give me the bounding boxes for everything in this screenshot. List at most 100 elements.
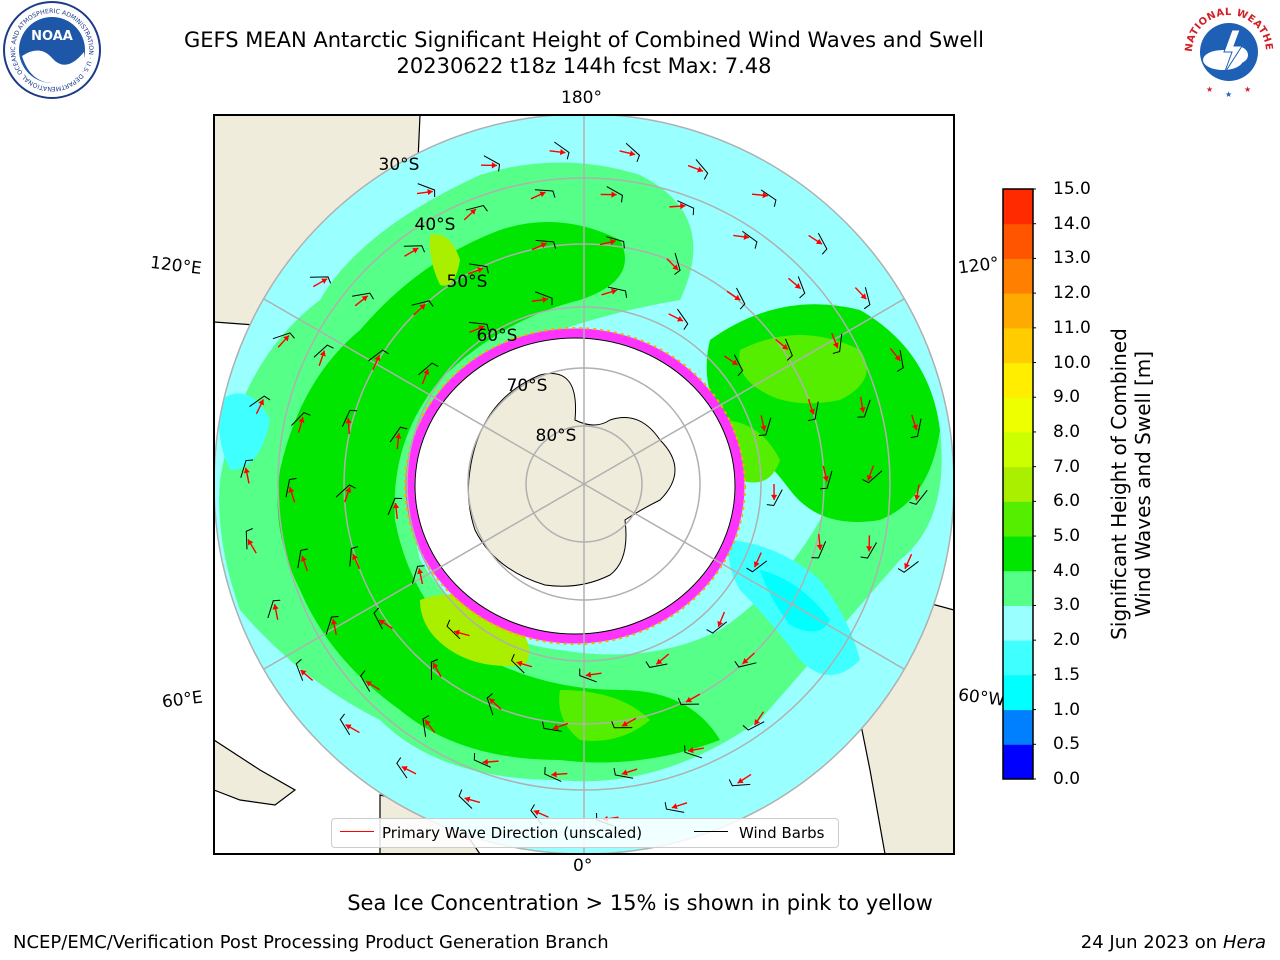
wave-arrow-head: [432, 662, 439, 669]
credit-text: NCEP/EMC/Verification Post Processing Pr…: [13, 932, 609, 953]
wind-barb: [373, 607, 383, 630]
wind-barb: [349, 546, 359, 567]
wind-barb: [742, 721, 765, 731]
wave-arrow-head: [283, 335, 290, 342]
wind-barb: [684, 745, 703, 759]
wind-barb: [422, 715, 430, 737]
wind-barb: [607, 286, 628, 298]
wave-arrow-head: [753, 561, 760, 568]
wind-barb: [430, 658, 439, 681]
wind-barb: [695, 159, 709, 180]
wind-barb: [458, 789, 473, 809]
wave-arrow-head: [621, 769, 628, 776]
wind-barb: [611, 721, 633, 729]
wind-barb: [468, 263, 489, 274]
wave-arrow-head: [656, 658, 663, 665]
colorbar-tick-label: 0.5: [1053, 734, 1081, 755]
colorbar-label-text: Significant Height of Combined Wind Waves…: [1107, 328, 1155, 640]
wave-arrow-head: [815, 238, 822, 245]
wave-arrow-head: [677, 315, 684, 322]
wave-arrow-head: [395, 433, 402, 439]
legend-barb-line: [694, 831, 728, 832]
wind-barb: [579, 668, 597, 683]
wind-barb: [534, 291, 553, 306]
wind-barb: [664, 802, 685, 813]
wave-arrow-head: [401, 766, 408, 772]
wind-barb: [857, 399, 871, 418]
run-date: 24 Jun 2023 on Hera: [1081, 932, 1266, 953]
wave-arrow-head: [298, 417, 305, 423]
wind-barb: [272, 332, 295, 340]
wave-arrow-head: [737, 777, 744, 784]
map-subtitle: 20230622 t18z 144h fcst Max: 7.48: [396, 54, 772, 78]
wave-arrow-head: [300, 555, 307, 562]
colorbar-tick-label: 14.0: [1053, 213, 1091, 234]
colorbar-segment: [1003, 501, 1033, 537]
lat-label-60s: 60°S: [477, 326, 518, 346]
wind-barb: [909, 489, 928, 505]
wave-arrow-head: [832, 342, 839, 349]
wind-barb: [309, 276, 332, 284]
sea-ice-note: Sea Ice Concentration > 15% is shown in …: [347, 891, 933, 915]
colorbar-segment: [1003, 258, 1033, 294]
wave-arrow-head: [331, 619, 338, 625]
wave-arrow-head: [912, 424, 918, 431]
wind-barb: [862, 470, 883, 484]
noaa-logo-text: NOAA: [31, 29, 73, 44]
wave-arrow-head: [808, 408, 815, 415]
wave-arrow-head: [247, 539, 254, 546]
wave-arrow-head: [491, 162, 498, 169]
wind-barb: [389, 426, 408, 443]
wave-arrow-head: [685, 696, 692, 703]
wind-barb: [897, 561, 919, 573]
wave-arrow-head: [860, 293, 867, 300]
legend-wave-line: [340, 831, 374, 832]
wind-barb: [554, 141, 570, 160]
wind-barb: [625, 142, 641, 163]
map-title: GEFS MEAN Antarctic Significant Height o…: [183, 28, 985, 52]
wind-barb: [341, 409, 357, 427]
wave-arrow-head: [365, 681, 372, 687]
wind-barb: [677, 200, 695, 216]
wave-arrow-head: [611, 288, 617, 295]
colorbar-tick-label: 1.0: [1053, 699, 1081, 720]
wave-arrow-head: [425, 719, 431, 726]
wind-barb: [674, 252, 681, 275]
wind-barb: [808, 401, 819, 422]
colorbar-tick-label: 3.0: [1053, 595, 1081, 616]
colorbar-tick-label: 0.0: [1053, 769, 1081, 789]
wave-arrow-head: [417, 568, 424, 575]
wind-barb: [418, 362, 439, 376]
wave-arrow-head: [794, 283, 801, 289]
wave-arrow-head: [361, 295, 368, 302]
lat-label-70s: 70°S: [507, 376, 548, 396]
wind-barb: [785, 338, 793, 361]
wave-arrow-head: [697, 166, 704, 173]
wind-barb: [728, 779, 751, 787]
wave-arrow-head: [904, 562, 910, 569]
colorbar: [1002, 188, 1036, 780]
wave-arrow-head: [321, 278, 328, 284]
wave-arrow-head: [516, 660, 523, 667]
wave-arrow-head: [551, 771, 557, 778]
wave-arrow-head: [393, 502, 400, 509]
wave-arrow-head: [478, 325, 485, 332]
wind-barb: [736, 287, 746, 310]
wave-arrow-head: [914, 494, 921, 501]
wind-barb: [645, 661, 668, 668]
colorbar-tick-label: 11.0: [1053, 317, 1091, 338]
wave-arrow-head: [540, 242, 547, 249]
wind-barb: [817, 232, 828, 255]
colorbar-tick-label: 5.0: [1053, 526, 1081, 547]
legend-barb-label: Wind Barbs: [739, 824, 825, 842]
wind-barbs: [240, 141, 928, 827]
colorbar-tick-label: 2.0: [1053, 630, 1081, 651]
wind-barb: [746, 560, 768, 573]
wind-barb: [811, 541, 827, 559]
colorbar-segment: [1003, 640, 1033, 676]
wind-barb: [863, 287, 871, 310]
wave-arrow-head: [427, 189, 433, 196]
wind-barb: [297, 548, 308, 569]
colorbar-segment: [1003, 605, 1033, 641]
